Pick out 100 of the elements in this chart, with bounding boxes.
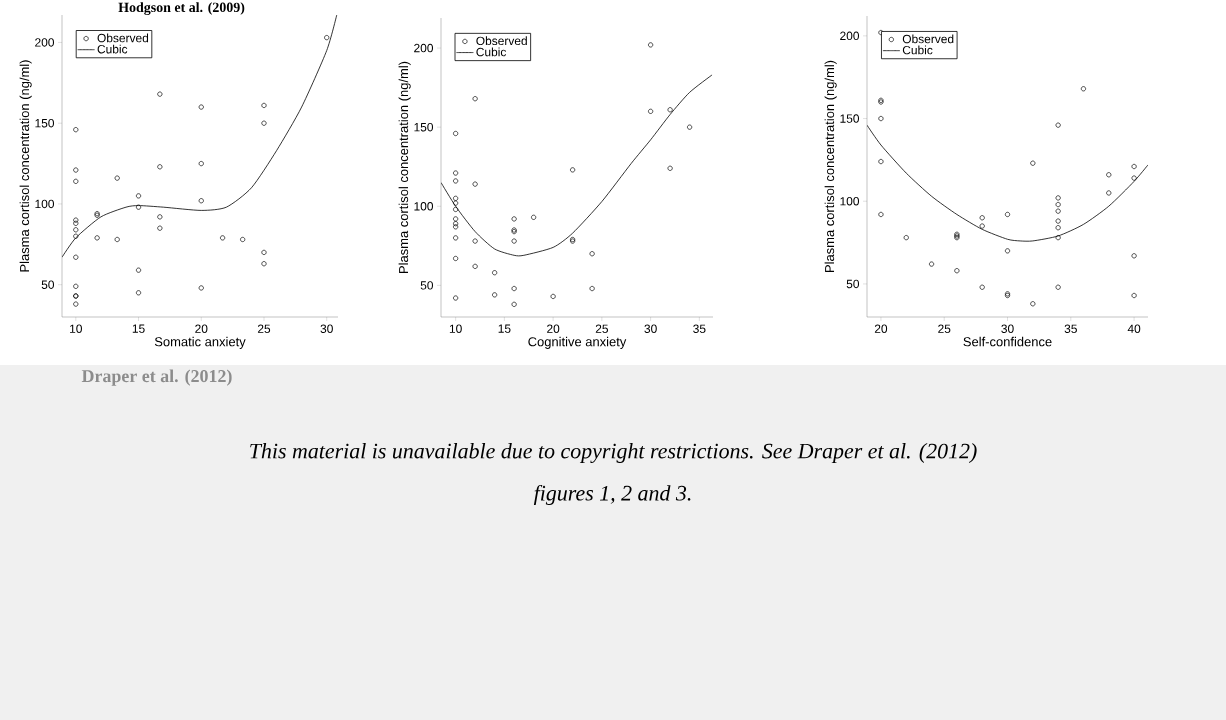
x-tick-label: 15 [498, 324, 511, 333]
point [261, 120, 267, 126]
point [198, 104, 204, 110]
point [73, 167, 79, 173]
point [198, 198, 204, 204]
chart-title: Hodgson et al. (2009) [118, 2, 245, 15]
y-tick-label: 100 [840, 197, 860, 206]
x-tick-label: 30 [644, 324, 657, 333]
point [240, 236, 246, 243]
point [453, 200, 459, 206]
legend-label: Cubic [97, 44, 128, 54]
point [1055, 201, 1061, 208]
point [114, 236, 120, 243]
point [1131, 175, 1137, 181]
x-tick-label: 35 [693, 324, 706, 333]
line-series [867, 124, 1149, 242]
point [157, 91, 163, 97]
point [1030, 301, 1036, 307]
y-tick-label: 50 [420, 281, 434, 290]
point [73, 178, 79, 184]
point [1080, 86, 1087, 92]
point [453, 295, 459, 301]
point [135, 204, 142, 210]
x-tick-label: 20 [874, 324, 888, 333]
point [472, 96, 478, 102]
y-tick-label: 50 [41, 280, 55, 289]
point [929, 261, 935, 267]
point [472, 238, 478, 244]
point [73, 217, 79, 223]
point [453, 221, 459, 227]
x-axis-title: Cognitive anxiety [528, 336, 627, 349]
point [198, 161, 204, 167]
text: This material is unavailable due to copyright restrictions. See Draper et al. (2012) [250, 443, 977, 463]
point [114, 175, 120, 181]
point [453, 170, 459, 176]
point [453, 130, 459, 137]
point [570, 167, 576, 173]
point [1106, 172, 1112, 178]
point [1055, 122, 1061, 128]
line-series [441, 74, 713, 257]
point [550, 293, 556, 299]
point [73, 254, 79, 260]
legend-label: Cubic [902, 45, 933, 55]
point [878, 158, 884, 165]
point [511, 301, 517, 307]
x-axis-title: Self-confidence [963, 336, 1052, 347]
x-tick-label: 30 [320, 324, 333, 333]
point [687, 124, 693, 130]
point [1131, 163, 1137, 170]
point [1004, 211, 1011, 218]
point [878, 211, 884, 218]
point [878, 29, 884, 36]
y-tick-label: 150 [840, 114, 860, 123]
point [648, 108, 654, 114]
point [453, 206, 459, 212]
point [667, 107, 673, 113]
point [453, 224, 459, 230]
point [157, 164, 163, 170]
point [1030, 160, 1036, 166]
y-tick-label: 50 [846, 279, 860, 289]
text: figures 1, 2 and 3. [533, 484, 691, 506]
point [135, 267, 142, 273]
point [453, 216, 459, 222]
y-axis-title: Plasma cortisol concentration (ng/ml) [398, 61, 411, 273]
point [135, 193, 142, 199]
x-tick-label: 35 [1064, 324, 1077, 333]
text: Draper et al. (2012) [81, 369, 232, 386]
point [667, 165, 673, 171]
point [1055, 235, 1061, 241]
point [261, 249, 267, 255]
x-tick-label: 10 [70, 324, 82, 333]
point [73, 220, 79, 226]
point [1106, 190, 1112, 196]
point [198, 285, 204, 291]
point [1055, 225, 1061, 231]
y-tick-label: 100 [414, 202, 434, 211]
x-tick-label: 20 [195, 324, 208, 333]
point [511, 216, 517, 222]
y-tick-label: 200 [840, 31, 860, 41]
x-tick-label: 15 [132, 324, 145, 333]
point [492, 292, 498, 298]
point [492, 270, 498, 276]
y-axis-title: Plasma cortisol concentration (ng/ml) [824, 60, 837, 272]
point [472, 181, 478, 187]
x-tick-label: 10 [449, 324, 462, 333]
x-tick-label: 30 [1001, 324, 1014, 333]
point [73, 283, 79, 289]
point [73, 301, 79, 307]
x-tick-label: 25 [595, 324, 609, 333]
point [94, 235, 100, 241]
y-tick-label: 150 [414, 122, 434, 132]
point [1055, 195, 1061, 201]
point [453, 235, 459, 241]
point [220, 235, 226, 241]
point [73, 127, 79, 133]
y-tick-label: 100 [35, 199, 55, 209]
point [511, 285, 517, 292]
point [979, 215, 985, 221]
point [261, 261, 267, 267]
x-tick-label: 20 [547, 324, 560, 333]
